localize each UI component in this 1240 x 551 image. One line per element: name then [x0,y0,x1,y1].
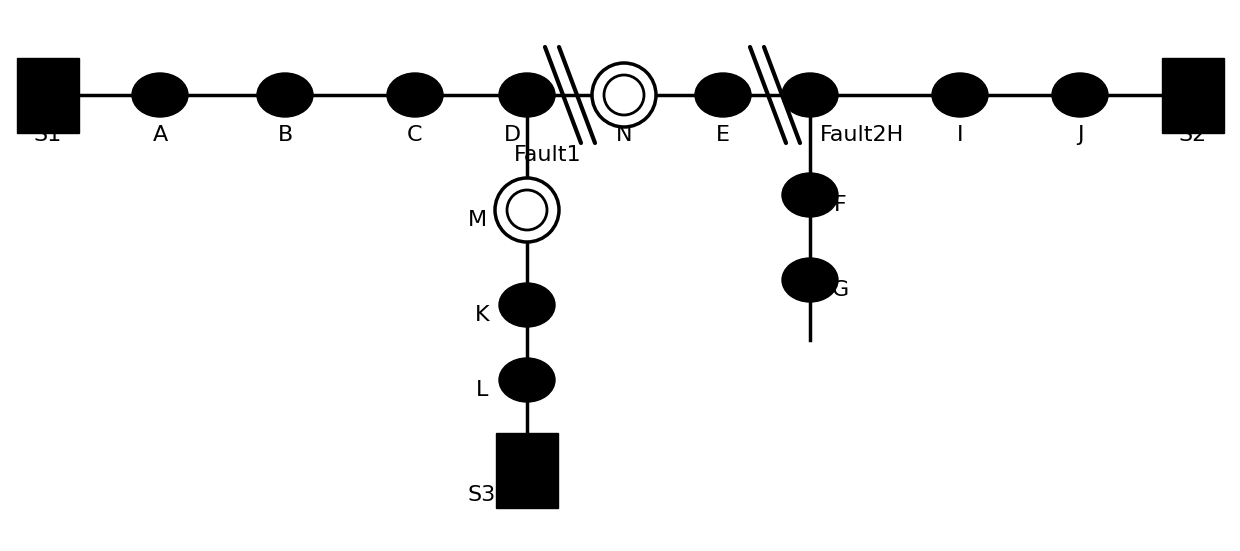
Text: S3: S3 [467,485,496,505]
Text: I: I [957,125,963,145]
Ellipse shape [782,73,838,117]
Text: M: M [467,210,486,230]
Text: A: A [153,125,167,145]
Ellipse shape [498,358,556,402]
Ellipse shape [694,73,751,117]
Ellipse shape [782,173,838,217]
Ellipse shape [495,178,559,242]
Text: B: B [278,125,293,145]
Ellipse shape [932,73,988,117]
Ellipse shape [498,283,556,327]
Ellipse shape [1052,73,1109,117]
Text: E: E [715,125,730,145]
Ellipse shape [498,73,556,117]
Text: G: G [831,280,848,300]
Bar [17,57,79,132]
Text: F: F [833,195,847,215]
Text: Fault1: Fault1 [515,145,582,165]
Ellipse shape [257,73,312,117]
Bar [496,433,558,507]
Text: S2: S2 [1179,125,1207,145]
Text: Fault2H: Fault2H [820,125,904,145]
Ellipse shape [387,73,443,117]
Text: K: K [475,305,490,325]
Ellipse shape [131,73,188,117]
Text: D: D [503,125,521,145]
Bar [1162,57,1224,132]
Text: S1: S1 [33,125,62,145]
Text: N: N [616,125,632,145]
Text: J: J [1076,125,1084,145]
Ellipse shape [782,258,838,302]
Text: L: L [476,380,489,400]
Text: C: C [407,125,423,145]
Ellipse shape [591,63,656,127]
